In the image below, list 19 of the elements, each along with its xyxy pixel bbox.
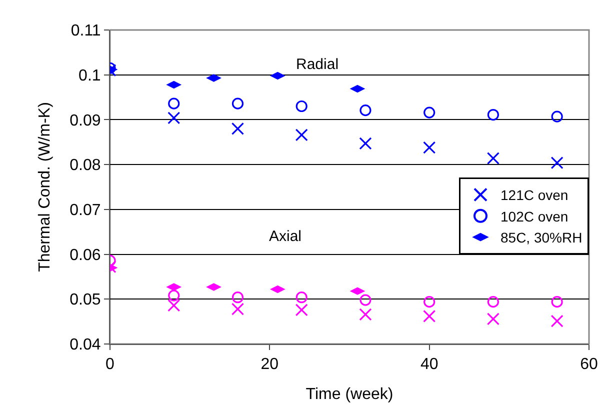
y-tick-label: 0.05 xyxy=(70,292,101,309)
y-tick-label: 0.1 xyxy=(78,67,101,84)
annotation: Radial xyxy=(296,56,339,73)
y-axis-title: Thermal Cond. (W/m-K) xyxy=(36,102,54,272)
legend-label: 85C, 30%RH xyxy=(500,230,582,246)
x-tick-label: 60 xyxy=(580,356,598,374)
x-tick-label: 0 xyxy=(106,356,115,374)
y-tick-label: 0.04 xyxy=(70,336,101,354)
x-axis-title: Time (week) xyxy=(306,386,394,403)
annotation: Axial xyxy=(269,228,302,245)
legend-label: 121C oven xyxy=(500,187,568,204)
x-tick-label: 40 xyxy=(420,356,438,374)
y-tick-label: 0.11 xyxy=(70,22,101,40)
y-tick-label: 0.09 xyxy=(70,112,101,130)
y-tick-label: 0.07 xyxy=(70,202,101,220)
x-tick-label: 20 xyxy=(260,356,279,374)
legend-label: 102C oven xyxy=(500,208,568,224)
y-tick-label: 0.08 xyxy=(70,157,101,174)
y-tick-label: 0.06 xyxy=(70,246,101,264)
